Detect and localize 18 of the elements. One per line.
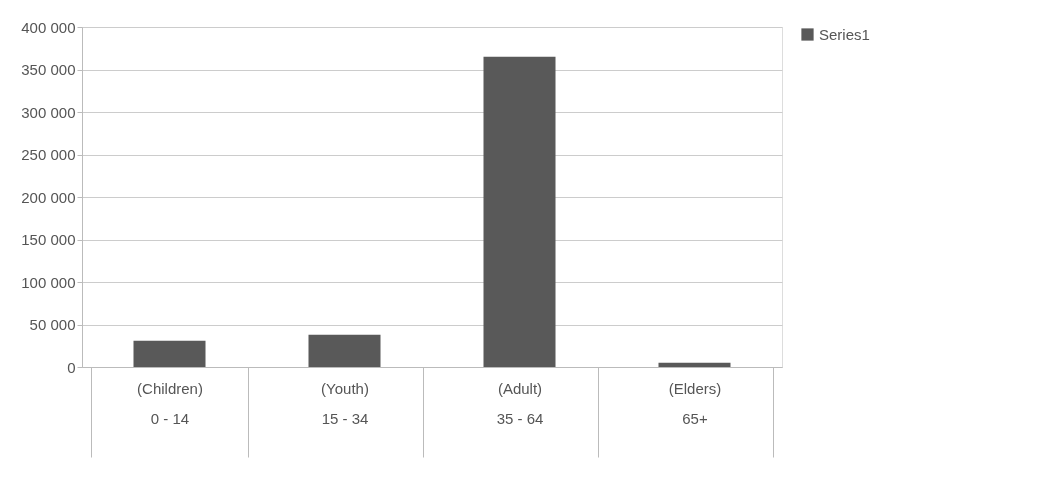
y-tick-label: 100 000 bbox=[21, 273, 76, 291]
y-tick-label: 350 000 bbox=[21, 61, 76, 78]
bar bbox=[483, 56, 556, 367]
bar bbox=[308, 334, 381, 367]
x-tick-label: (Children) 0 - 14 bbox=[137, 379, 203, 427]
x-tick-label: (Adult) 35 - 64 bbox=[496, 379, 544, 427]
y-tick-label: 50 000 bbox=[29, 316, 76, 333]
y-tick-label: 0 bbox=[67, 358, 76, 376]
y-tick-label: 300 000 bbox=[21, 103, 76, 121]
y-tick-label: 400 000 bbox=[21, 18, 76, 36]
bar bbox=[133, 340, 206, 367]
x-tick-label: (Youth) 15 - 34 bbox=[321, 379, 369, 427]
bar bbox=[658, 362, 731, 367]
y-tick-label: 200 000 bbox=[21, 188, 76, 206]
y-tick-label: 250 000 bbox=[21, 146, 76, 163]
y-tick-label: 150 000 bbox=[21, 231, 76, 248]
x-tick-label: (Elders) 65+ bbox=[668, 379, 722, 427]
legend-label: Series1 bbox=[819, 25, 870, 43]
